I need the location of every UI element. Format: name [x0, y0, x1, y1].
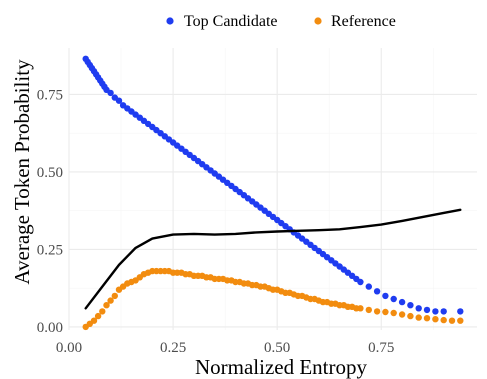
data-point — [407, 302, 414, 309]
x-axis-title: Normalized Entropy — [195, 355, 368, 379]
data-point — [457, 317, 464, 324]
data-point — [111, 292, 119, 300]
data-point — [107, 89, 114, 97]
y-tick-label: 0.25 — [37, 242, 63, 258]
data-point — [382, 292, 389, 300]
data-point — [94, 312, 102, 320]
y-tick-label: 0.50 — [37, 165, 63, 181]
data-point — [357, 278, 364, 286]
x-axis-ticks: 0.00 0.25 0.50 0.75 — [56, 340, 394, 356]
y-tick-label: 0.75 — [37, 87, 63, 103]
y-tick-label: 0.00 — [37, 320, 63, 336]
legend-marker-top-candidate — [166, 17, 174, 25]
legend-marker-reference — [314, 17, 322, 25]
data-layer — [82, 55, 464, 331]
data-point — [373, 308, 381, 315]
data-point — [440, 308, 447, 315]
data-point — [115, 97, 123, 104]
data-point — [103, 302, 110, 309]
x-tick-label: 0.75 — [368, 340, 394, 356]
legend-label-top-candidate: Top Candidate — [184, 13, 278, 30]
y-axis-ticks: 0.00 0.25 0.50 0.75 — [37, 87, 63, 335]
x-tick-label: 0.50 — [264, 340, 290, 356]
top-candidate-series — [82, 55, 464, 315]
data-point — [457, 308, 464, 315]
data-point — [365, 306, 372, 314]
data-point — [390, 295, 397, 303]
data-point — [357, 305, 364, 312]
data-point — [432, 316, 439, 323]
data-point — [423, 306, 431, 314]
x-tick-label: 0.00 — [56, 340, 82, 356]
reference-series — [82, 267, 464, 331]
data-point — [432, 308, 439, 315]
legend-label-reference: Reference — [331, 13, 396, 30]
data-point — [373, 288, 381, 295]
data-point — [423, 315, 431, 322]
data-point — [415, 314, 422, 321]
data-point — [99, 308, 106, 315]
data-point — [365, 283, 372, 290]
data-point — [390, 309, 397, 317]
legend: Top Candidate Reference — [166, 13, 396, 30]
data-point — [90, 317, 98, 324]
data-point — [448, 317, 456, 324]
data-point — [407, 312, 414, 320]
data-point — [398, 311, 406, 318]
x-tick-label: 0.25 — [160, 340, 186, 356]
smooth-series — [84, 208, 462, 310]
data-point — [415, 305, 422, 312]
data-point — [398, 298, 406, 306]
data-point — [107, 297, 114, 304]
trend-line — [84, 208, 462, 310]
data-point — [440, 316, 447, 324]
y-axis-title: Average Token Probability — [10, 59, 34, 285]
data-point — [382, 308, 389, 316]
